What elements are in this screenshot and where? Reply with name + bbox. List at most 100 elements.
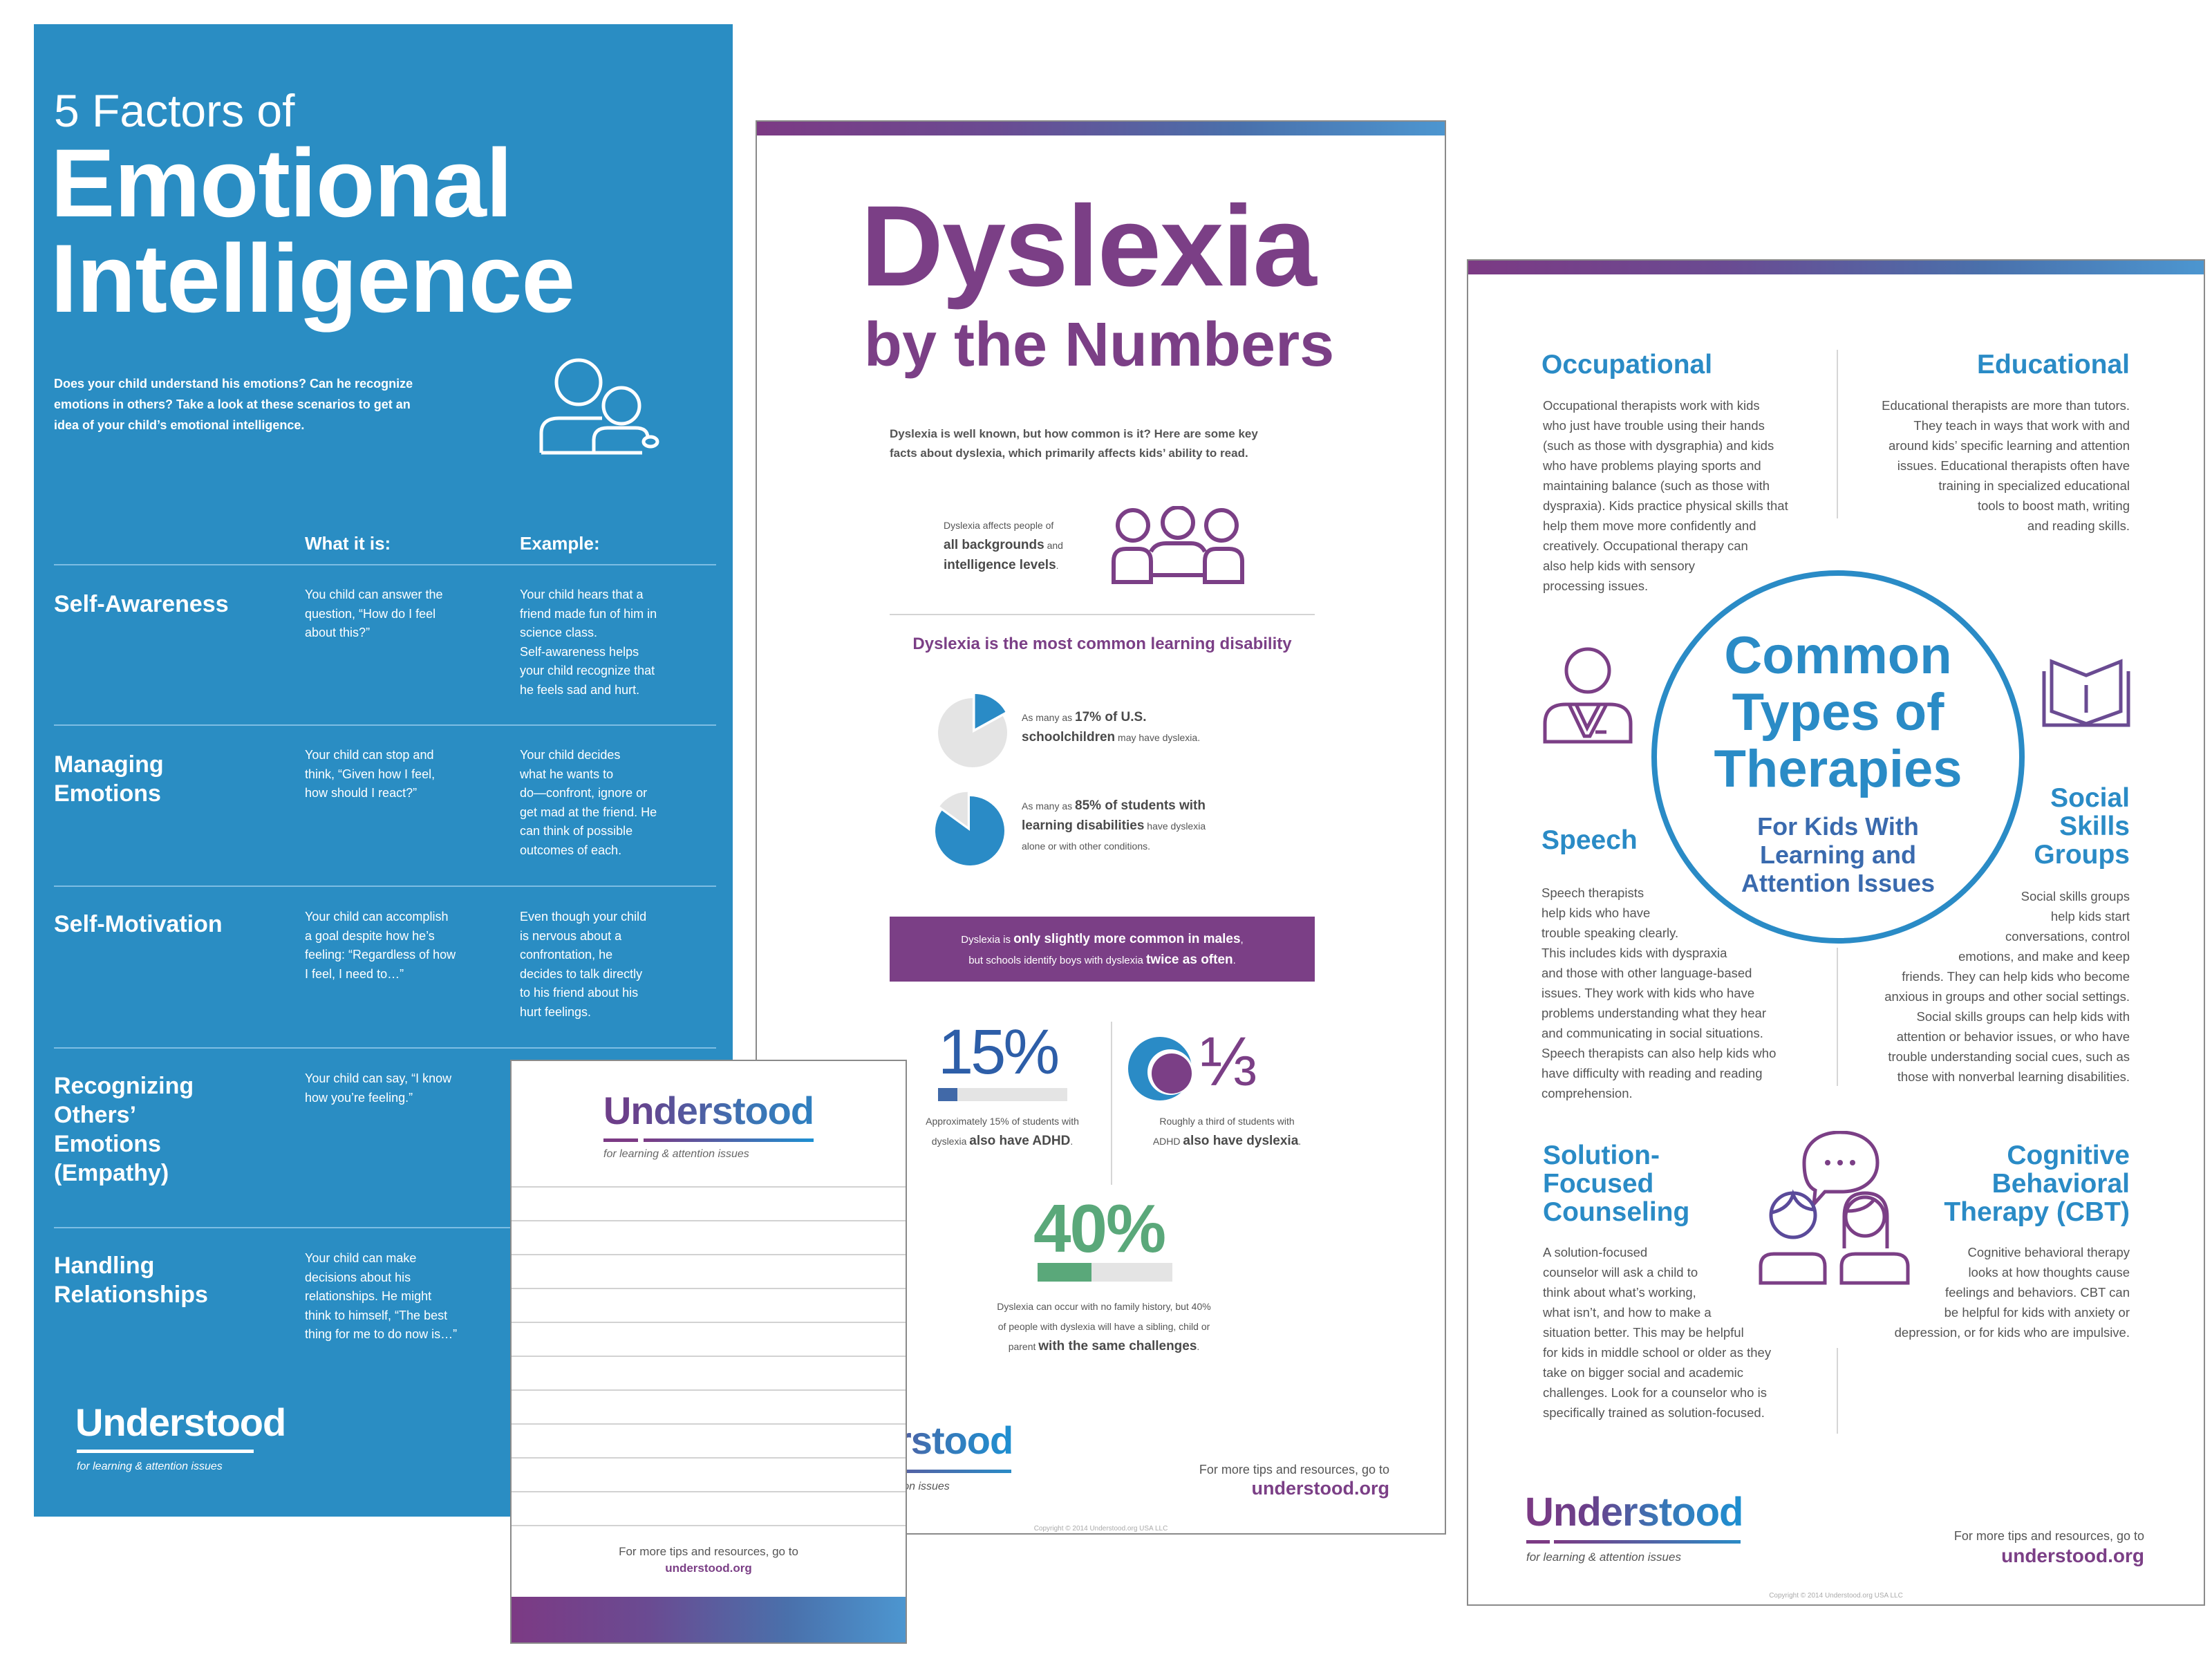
text-segment: . [1298, 1136, 1302, 1147]
text-line: Handling [54, 1253, 155, 1279]
pie-85-percent [935, 791, 1004, 865]
text-segment: , [1240, 934, 1244, 946]
book-icon [2042, 659, 2130, 727]
ruled-line [512, 1423, 906, 1425]
poster-subtitle: 5 Factors of [54, 85, 295, 136]
progress-15 [938, 1088, 1067, 1101]
text-line: This includes kids with dyspraxia [1541, 946, 1727, 960]
text-line: a goal despite how he’s [305, 928, 435, 943]
gradient-bar [757, 122, 1445, 135]
emphasis-text: only slightly more common in males [1013, 932, 1241, 946]
row-what-managing-emotions: Your child can stop and think, “Given how… [305, 746, 435, 803]
text-line: depression, or for kids who are impulsiv… [1894, 1325, 2130, 1340]
text-line: think about what’s working, [1543, 1285, 1696, 1300]
text-line: what he wants to [520, 767, 614, 781]
text-line: all backgrounds and [944, 536, 1063, 556]
heading-educational: Educational [1977, 350, 2130, 379]
text-segment: parent [1008, 1341, 1039, 1352]
text-segment: dyslexia [931, 1136, 970, 1147]
text-line: help them move more confidently and [1543, 518, 1756, 533]
pie-slice-value [975, 693, 1006, 729]
text-line: Social skills groups [2021, 889, 2130, 903]
text-solution-focused: A solution-focused counselor will ask a c… [1543, 1242, 1771, 1423]
text-line: Does your child understand his emotions?… [54, 377, 413, 391]
text-line: Therapy (CBT) [1944, 1197, 2130, 1227]
text-segment: Dyslexia affects people of [944, 520, 1054, 531]
counseling-icon [1759, 1131, 1910, 1285]
text-line: issues. They work with kids who have [1541, 986, 1755, 1000]
divider [54, 1047, 716, 1049]
text-line: Behavioral [1991, 1169, 2130, 1199]
fact-17-text: As many as 17% of U.S. schoolchildren may… [1022, 708, 1200, 748]
understood-logo: Understood [75, 1400, 286, 1444]
text-line: As many as 17% of U.S. [1022, 708, 1200, 728]
text-line: attention or behavior issues, or who hav… [1896, 1029, 2130, 1044]
row-what-empathy: Your child can say, “I know how you’re fe… [305, 1069, 451, 1107]
text-line: Educational [1976, 350, 2130, 379]
emphasis-text: also have ADHD [969, 1134, 1071, 1148]
text-line: feeling: “Regardless of how [305, 948, 456, 962]
stat-third-text: Roughly a third of students with ADHD als… [1123, 1112, 1331, 1152]
third-circle-icon [1128, 1037, 1193, 1100]
text-line: Roughly a third of students with [1123, 1112, 1331, 1132]
heading-solution-focused: Solution- Focused Counseling [1543, 1141, 1689, 1226]
stat-40-value: 40% [1033, 1190, 1166, 1266]
ruled-line [512, 1220, 906, 1221]
text-line: trouble understanding social cues, such … [1888, 1049, 2130, 1064]
text-line: decisions about his [305, 1270, 411, 1284]
text-line: I feel, I need to…” [305, 966, 404, 981]
row-what-self-motivation: Your child can accomplish a goal despite … [305, 908, 456, 984]
text-line: Emotions [54, 780, 161, 807]
text-line: processing issues. [1543, 579, 1649, 593]
ruled-line [512, 1186, 906, 1188]
text-line: anxious in groups and other social setti… [1884, 989, 2130, 1004]
text-line: You child can answer the [305, 588, 443, 601]
text-line: They teach in ways that work with and [1913, 418, 2130, 433]
text-segment: of people with dyslexia will have a sibl… [997, 1321, 1210, 1332]
ruled-line [512, 1457, 906, 1459]
gradient-footer [512, 1597, 906, 1642]
ruled-line [512, 1356, 906, 1357]
vertical-divider [1111, 1022, 1112, 1185]
emphasis-text: also have dyslexia [1183, 1134, 1299, 1148]
text-segment: . [1232, 955, 1236, 966]
row-what-handling-relationships: Your child can make decisions about his re… [305, 1249, 457, 1344]
text-line: Types of [1732, 683, 1944, 742]
people-group-icon [1112, 506, 1244, 584]
emphasis-text: with the same challenges [1038, 1339, 1197, 1353]
text-line: Your child can accomplish [305, 910, 449, 924]
text-line: maintaining balance (such as those with [1543, 478, 1770, 493]
text-line: Speech therapists can also help kids who [1541, 1046, 1777, 1060]
gradient-bar [1468, 261, 2204, 274]
more-tips-text: For more tips and resources, go to [1953, 1529, 2144, 1543]
logo-underline [1554, 1540, 1741, 1544]
emotional-intelligence-poster: 5 Factors of Emotional Intelligence Does… [34, 24, 733, 1517]
text-line: get mad at the friend. He [520, 805, 657, 819]
text-line: relationships. He might [305, 1289, 432, 1303]
text-line: Common [1724, 626, 1952, 685]
stat-40-text: Dyslexia can occur with no family histor… [895, 1297, 1313, 1357]
poster-subtitle: For Kids With Learning and Attention Issue… [1651, 812, 2025, 897]
text-line: looks at how thoughts cause [1968, 1265, 2130, 1280]
row-title-empathy: Recognizing Others’ Emotions (Empathy) [54, 1071, 194, 1188]
text-line: thing for me to do now is…” [305, 1327, 458, 1341]
pie-17-percent [938, 693, 1007, 767]
understood-url-link[interactable]: understood.org [2001, 1545, 2144, 1566]
text-segment: As many as [1022, 800, 1076, 812]
poster-title-line1: Dyslexia [861, 182, 1317, 310]
text-line: Occupational therapists work with kids [1543, 398, 1760, 413]
text-line: how you’re feeling.” [305, 1090, 413, 1105]
pie-slice-other [939, 791, 968, 827]
row-title-self-awareness: Self-Awareness [54, 590, 229, 619]
text-line: Social [2050, 783, 2130, 813]
logo-underline-short [1526, 1540, 1550, 1544]
divider [54, 564, 716, 565]
text-line: Therapies [1714, 740, 1962, 798]
understood-url-link[interactable]: understood.org [1251, 1478, 1389, 1499]
divider [54, 885, 716, 887]
divider [54, 1227, 716, 1228]
text-line: about this?” [305, 626, 371, 639]
text-line: decides to talk directly [520, 966, 643, 981]
understood-url-link[interactable]: understood.org [665, 1562, 752, 1575]
text-line: do—confront, ignore or [520, 786, 648, 800]
